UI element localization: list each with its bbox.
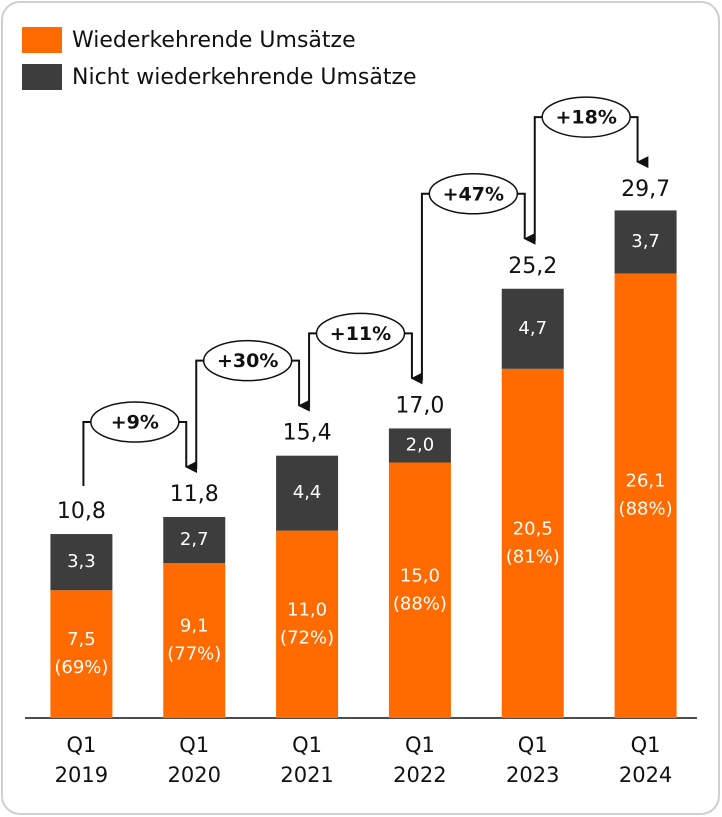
bar-segment [614, 210, 677, 274]
connector [82, 421, 91, 487]
growth-label: +9% [111, 412, 159, 434]
growth-bubble [315, 312, 406, 355]
share-label: (88%) [393, 593, 447, 614]
value-label: 15,0 [400, 565, 440, 586]
legend-swatch [22, 27, 62, 53]
x-tick-label: Q1 2024 [618, 733, 673, 787]
growth-bubble [90, 401, 180, 443]
value-label: 26,1 [626, 471, 666, 492]
value-label: 2,0 [406, 434, 435, 455]
growth-label: +30% [217, 350, 278, 372]
share-label: (77%) [167, 643, 221, 664]
total-label: 15,4 [283, 421, 332, 446]
total-label: 29,7 [621, 177, 670, 202]
total-label: 17,0 [395, 393, 444, 418]
value-label: 20,5 [513, 518, 553, 539]
connector-arrow [630, 116, 649, 169]
total-label: 25,2 [508, 254, 557, 279]
share-label: (81%) [506, 546, 560, 567]
growth-bubble [202, 339, 293, 382]
share-label: (69%) [54, 657, 108, 678]
growth-bubble [428, 173, 519, 215]
bar-segment [163, 562, 226, 718]
growth-label: +18% [555, 107, 616, 129]
x-tick-label: Q1 2023 [506, 733, 560, 787]
value-label: 3,3 [67, 551, 96, 572]
value-label: 4,7 [518, 318, 547, 339]
connector-arrow [517, 192, 536, 245]
value-label: 2,7 [180, 529, 209, 550]
legend-label: Wiederkehrende Umsätze [72, 28, 356, 53]
value-label: 9,1 [180, 615, 209, 636]
bar-segment [50, 534, 113, 591]
x-tick-label: Q1 2021 [280, 733, 334, 787]
connector [533, 116, 543, 241]
connector-arrow [404, 332, 423, 385]
total-label: 11,8 [170, 482, 219, 507]
x-tick-label: Q1 2020 [167, 733, 221, 787]
connector [308, 332, 317, 408]
growth-label: +11% [330, 323, 391, 345]
bar-segment [501, 368, 564, 718]
legend-label: Nicht wiederkehrende Umsätze [72, 65, 417, 90]
bar-segment [50, 590, 113, 718]
connector [420, 192, 430, 381]
connector-arrow [291, 359, 310, 412]
value-label: 11,0 [287, 599, 327, 620]
bar-segment [276, 455, 339, 531]
bar-segment [614, 273, 677, 718]
growth-label: +47% [443, 183, 504, 205]
legend-swatch [22, 64, 62, 90]
value-label: 4,4 [293, 482, 322, 503]
bar-segment [276, 530, 339, 718]
total-label: 10,8 [57, 499, 106, 524]
share-label: (88%) [619, 499, 673, 520]
value-label: 3,7 [631, 231, 660, 252]
bar-segment [501, 288, 564, 369]
connector-arrow [178, 421, 198, 474]
x-tick-label: Q1 2022 [393, 733, 447, 787]
x-tick-label: Q1 2019 [54, 733, 109, 787]
value-label: 7,5 [67, 629, 96, 650]
bar-segment [388, 428, 451, 463]
bar-segment [163, 517, 226, 563]
growth-bubble [541, 96, 631, 138]
connector [195, 359, 204, 470]
bar-segment [388, 462, 451, 718]
share-label: (72%) [280, 627, 334, 648]
